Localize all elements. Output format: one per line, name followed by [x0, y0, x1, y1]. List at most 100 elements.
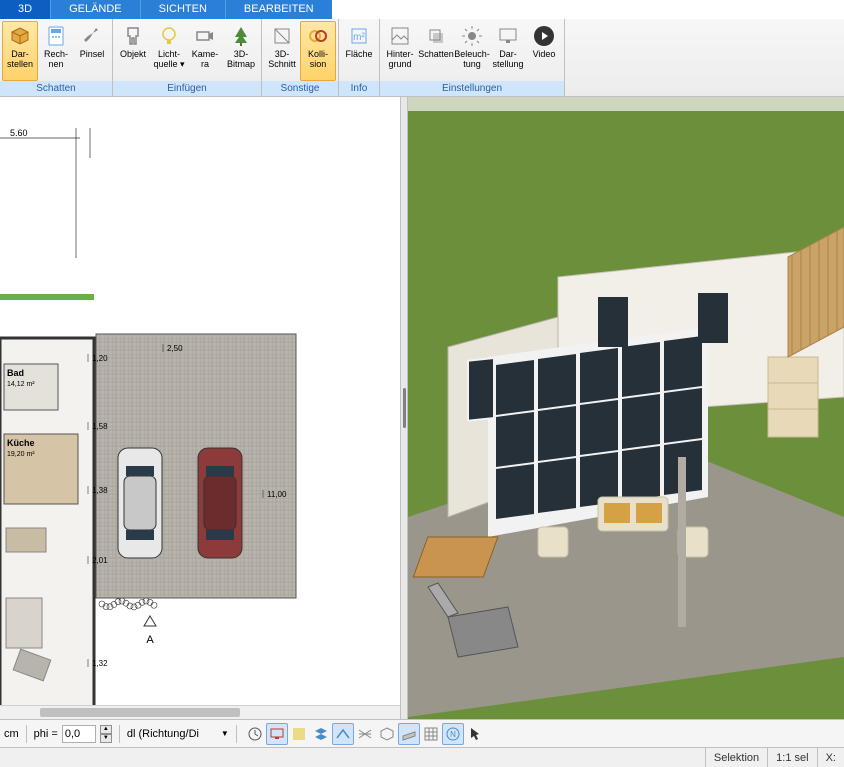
footer-btn-snap1[interactable]	[332, 723, 354, 745]
phi-input[interactable]	[62, 725, 96, 743]
ribbon-btn-label: Objekt	[120, 49, 146, 59]
plan-hscroll-thumb[interactable]	[40, 708, 240, 717]
svg-text:Bad: Bad	[7, 368, 24, 378]
svg-text:2,50: 2,50	[167, 344, 183, 353]
footer-btn-cursor[interactable]	[464, 723, 486, 745]
dl-label: dl (Richtung/Di	[127, 728, 217, 740]
camera-icon	[193, 24, 217, 48]
svg-text:A: A	[146, 634, 154, 646]
snap2-icon	[357, 726, 373, 742]
footer-btn-snap2[interactable]	[354, 723, 376, 745]
plan-2d-pane[interactable]: 5.60Bad14,12 m²Küche19,20 m²1,201,581,38…	[0, 97, 400, 719]
ribbon-btn-3dbitmap[interactable]: 3D- Bitmap	[223, 21, 259, 81]
tree-icon	[229, 24, 253, 48]
footer-btn-north[interactable]: N	[442, 723, 464, 745]
bg-icon	[388, 24, 412, 48]
svg-text:N: N	[450, 730, 456, 739]
ribbon-group-sonstige: 3D- Schnitt Kolli- sion Sonstige	[262, 19, 339, 96]
section-icon	[270, 24, 294, 48]
plan-hscroll[interactable]	[0, 705, 400, 719]
footer-btn-plane[interactable]	[398, 723, 420, 745]
ribbon-btn-lichtquelle[interactable]: Licht- quelle ▾	[151, 21, 187, 81]
ribbon-btn-kollision[interactable]: Kolli- sion	[300, 21, 336, 81]
workarea: 5.60Bad14,12 m²Küche19,20 m²1,201,581,38…	[0, 97, 844, 719]
ribbon-btn-label: Dar- stellung	[492, 49, 523, 69]
svg-text:2,01: 2,01	[92, 556, 108, 565]
svg-text:11,00: 11,00	[267, 490, 287, 499]
ribbon-btn-3dschnitt[interactable]: 3D- Schnitt	[264, 21, 300, 81]
phi-spin-up[interactable]: ▲	[100, 725, 112, 734]
iso-icon	[379, 726, 395, 742]
footer-btn-time[interactable]	[244, 723, 266, 745]
ribbon-btn-label: Fläche	[345, 49, 372, 59]
display-icon	[496, 24, 520, 48]
plan-2d-canvas[interactable]: 5.60Bad14,12 m²Küche19,20 m²1,201,581,38…	[0, 97, 400, 719]
dl-dropdown-icon[interactable]: ▼	[221, 729, 229, 738]
menu-tab-bearbeiten[interactable]: BEARBEITEN	[225, 0, 332, 19]
ribbon-group-einfügen: ObjektLicht- quelle ▾Kame- ra3D- BitmapE…	[113, 19, 262, 96]
ribbon-btn-schatten2[interactable]: Schatten	[418, 21, 454, 81]
ribbon-group-info: m² Fläche Info	[339, 19, 380, 96]
ribbon-btn-label: Dar- stellen	[7, 49, 33, 69]
menu-tab-sichten[interactable]: SICHTEN	[140, 0, 225, 19]
menu-tab-gelände[interactable]: GELÄNDE	[50, 0, 140, 19]
svg-text:5.60: 5.60	[10, 128, 28, 138]
ribbon-btn-label: Kolli- sion	[308, 49, 328, 69]
area-icon: m²	[347, 24, 371, 48]
ribbon-btn-darstellen[interactable]: Dar- stellen	[2, 21, 38, 81]
ribbon-btn-label: 3D- Bitmap	[227, 49, 255, 69]
bulb-icon	[157, 24, 181, 48]
ribbon-group-einstellungen: Hinter- grund SchattenBeleuch- tungDar- s…	[380, 19, 565, 96]
shade-icon	[291, 726, 307, 742]
svg-text:Küche: Küche	[7, 438, 35, 448]
view-3d-canvas[interactable]	[408, 97, 844, 717]
phi-spin-down[interactable]: ▼	[100, 734, 112, 743]
footer-btn-grid[interactable]	[420, 723, 442, 745]
ribbon-btn-rechnen[interactable]: Rech- nen	[38, 21, 74, 81]
splitter-grip-icon	[403, 388, 406, 428]
svg-text:1,38: 1,38	[92, 486, 108, 495]
menu-tab-3d[interactable]: 3D	[0, 0, 50, 19]
footer-btn-layers[interactable]	[310, 723, 332, 745]
ribbon-group-title: Schatten	[0, 81, 112, 96]
ribbon-btn-beleuchtung[interactable]: Beleuch- tung	[454, 21, 490, 81]
footer-toolbar: cm phi = ▲ ▼ dl (Richtung/Di ▼ N	[0, 719, 844, 747]
ribbon-btn-flaeche[interactable]: m² Fläche	[341, 21, 377, 81]
cube-icon	[8, 24, 32, 48]
unit-label: cm	[4, 728, 19, 740]
footer-btn-shade[interactable]	[288, 723, 310, 745]
ribbon-btn-darstellung[interactable]: Dar- stellung	[490, 21, 526, 81]
ribbon-btn-kamera[interactable]: Kame- ra	[187, 21, 223, 81]
ribbon-btn-label: Kame- ra	[192, 49, 219, 69]
snap-icon	[335, 726, 351, 742]
plane-icon	[401, 726, 417, 742]
monitor-icon	[269, 726, 285, 742]
ribbon-btn-label: Pinsel	[80, 49, 105, 59]
pane-splitter[interactable]	[400, 97, 408, 719]
ribbon-btn-hintergrund[interactable]: Hinter- grund	[382, 21, 418, 81]
ribbon-btn-label: Video	[533, 49, 556, 59]
ribbon-btn-objekt[interactable]: Objekt	[115, 21, 151, 81]
status-scale: 1:1 sel	[767, 748, 816, 767]
ribbon-group-title: Info	[339, 81, 379, 96]
calc-icon	[44, 24, 68, 48]
ribbon-group-title: Sonstige	[262, 81, 338, 96]
ribbon-btn-label: 3D- Schnitt	[268, 49, 296, 69]
svg-text:m²: m²	[353, 32, 365, 43]
phi-spinner[interactable]: ▲ ▼	[100, 725, 112, 743]
ribbon-btn-video[interactable]: Video	[526, 21, 562, 81]
grid-icon	[423, 726, 439, 742]
status-selektion: Selektion	[705, 748, 767, 767]
svg-text:1,20: 1,20	[92, 354, 108, 363]
footer-btn-iso[interactable]	[376, 723, 398, 745]
ribbon-btn-label: Licht- quelle ▾	[153, 49, 184, 69]
collision-icon	[306, 24, 330, 48]
ribbon-btn-pinsel[interactable]: Pinsel	[74, 21, 110, 81]
clock-icon	[247, 726, 263, 742]
view-3d-pane[interactable]	[408, 97, 844, 719]
footer-btn-monitor[interactable]	[266, 723, 288, 745]
svg-text:19,20 m²: 19,20 m²	[7, 451, 35, 458]
phi-label: phi =	[34, 728, 58, 740]
ribbon-btn-label: Hinter- grund	[386, 49, 413, 69]
ribbon-btn-label: Schatten	[418, 49, 454, 59]
